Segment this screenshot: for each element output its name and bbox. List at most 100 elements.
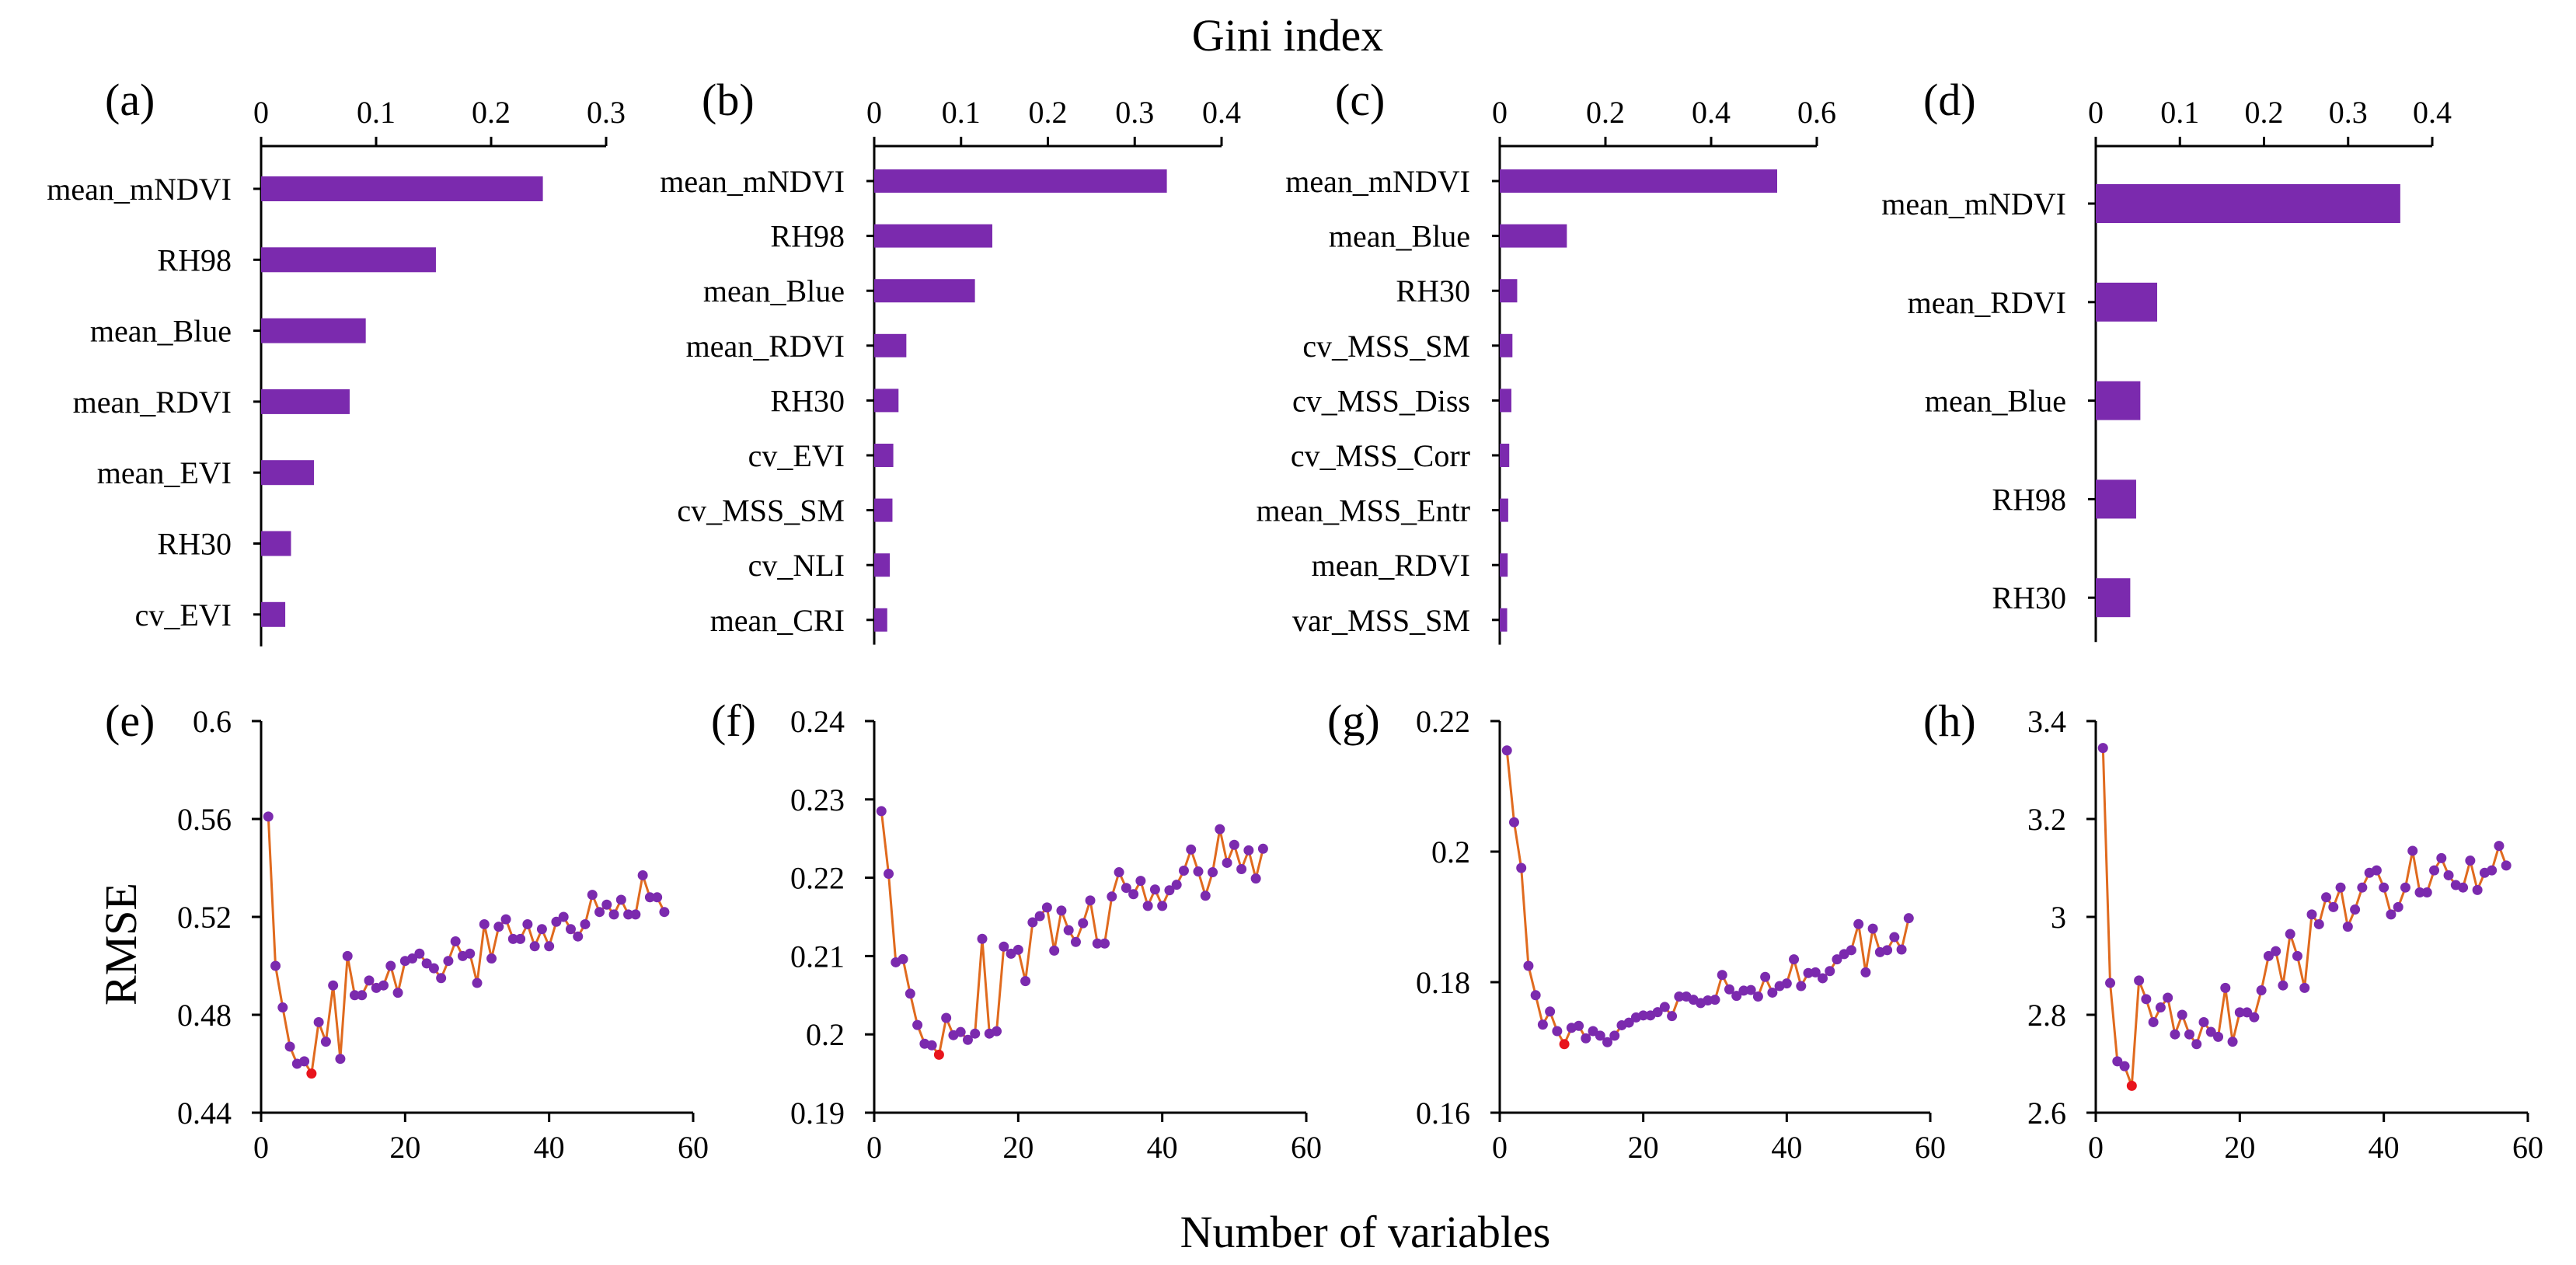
x-tick-label-e: 0 (253, 1130, 269, 1165)
point-f (1178, 866, 1189, 876)
point-f (1078, 918, 1089, 929)
point-g (1602, 1037, 1612, 1047)
bar-a-mean_EVI (261, 460, 315, 486)
point-h (2278, 980, 2288, 991)
point-h (2177, 1009, 2187, 1020)
bar-c-RH30 (1500, 279, 1518, 303)
point-h (2342, 922, 2353, 932)
point-f (1121, 883, 1131, 894)
point-e (328, 980, 339, 991)
point-e (421, 958, 432, 969)
y-tick-label-f: 0.24 (790, 704, 845, 739)
category-label-d: mean_Blue (1925, 384, 2066, 419)
point-f (1142, 901, 1153, 911)
point-g (1825, 966, 1835, 977)
point-g (1595, 1030, 1605, 1041)
bar-a-mean_RDVI (261, 389, 350, 414)
panel-label-h: (h) (1923, 695, 1976, 746)
x-tick-label-g: 40 (1771, 1130, 1802, 1165)
point-e (450, 936, 461, 946)
y-tick-label-f: 0.21 (790, 939, 845, 974)
x-tick-label-h: 0 (2088, 1130, 2104, 1165)
bar-c-mean_Blue (1500, 224, 1567, 248)
y-tick-label-e: 0.56 (177, 802, 232, 837)
point-g (1530, 990, 1541, 1001)
point-f (977, 933, 988, 944)
category-label-d: RH30 (1992, 580, 2066, 615)
point-f (1070, 936, 1081, 947)
panel-f: (f) 0.19 0.2 0.21 0.22 0.23 0.24 0 20 40 60 (711, 695, 1322, 1165)
point-e (428, 963, 439, 974)
point-e (630, 909, 641, 920)
x-tick-label-c: 0.4 (1692, 95, 1731, 130)
category-label-b: mean_RDVI (686, 329, 845, 364)
point-f (912, 1019, 923, 1030)
point-f (1027, 917, 1038, 928)
panel-c: (c) 0 0.2 0.4 0.6 mean_mNDVI mean_Blue RH30 cv_M… (1256, 75, 1836, 645)
point-h (2184, 1029, 2194, 1040)
point-g (1652, 1007, 1663, 1018)
point-f (1041, 902, 1052, 913)
category-label-b: cv_MSS_SM (677, 493, 845, 528)
point-h (2213, 1031, 2224, 1042)
x-tick-label-b: 0.3 (1115, 95, 1154, 130)
panel-label-g: (g) (1327, 695, 1380, 746)
x-tick-label-a: 0.1 (357, 95, 396, 130)
point-h (2371, 865, 2382, 876)
point-e (644, 892, 655, 903)
bar-d-RH98 (2096, 479, 2136, 519)
category-label-a: mean_mNDVI (47, 172, 232, 207)
point-h (2220, 982, 2231, 993)
point-e (587, 890, 598, 901)
bar-b-mean_mNDVI (874, 169, 1167, 193)
x-tick-label-e: 40 (534, 1130, 565, 1165)
point-g (1659, 1002, 1670, 1012)
point-h (2407, 845, 2418, 856)
min-point-g (1559, 1039, 1570, 1050)
category-label-b: mean_Blue (703, 274, 845, 308)
panel-e: (e) 0.44 0.48 0.52 0.56 0.6 0 20 40 60 (105, 695, 709, 1165)
y-tick-label-h: 2.8 (2027, 998, 2066, 1033)
point-h (2350, 904, 2361, 915)
point-e (465, 948, 476, 959)
y-tick-label-f: 0.22 (790, 861, 845, 896)
point-f (876, 806, 887, 817)
point-f (970, 1028, 981, 1039)
y-tick-label-h: 3 (2051, 900, 2066, 935)
point-f (1013, 944, 1023, 955)
point-h (2357, 882, 2368, 893)
point-g (1796, 981, 1807, 991)
point-f (1114, 867, 1124, 878)
point-e (320, 1037, 331, 1047)
point-e (573, 931, 584, 942)
point-e (601, 899, 612, 910)
y-tick-label-f: 0.19 (790, 1096, 845, 1131)
category-label-c: cv_MSS_Diss (1292, 383, 1470, 418)
min-point-f (933, 1049, 944, 1060)
point-h (2285, 929, 2295, 939)
x-tick-label-a: 0.3 (587, 95, 626, 130)
bar-d-mean_Blue (2096, 381, 2141, 420)
panels-group: (a) 0 0.1 0.2 0.3mean_mNDVIRH98mean_Bluemean… (47, 75, 2543, 1165)
point-e (637, 869, 648, 880)
point-h (2155, 1002, 2166, 1013)
category-label-c: mean_mNDVI (1285, 164, 1470, 199)
x-tick-label-d: 0.4 (2413, 95, 2452, 130)
point-f (898, 953, 908, 964)
point-h (2141, 994, 2152, 1005)
category-label-d: RH98 (1992, 482, 2066, 517)
y-tick-label-h: 2.6 (2027, 1096, 2066, 1131)
point-h (2400, 882, 2410, 893)
point-f (1049, 945, 1060, 956)
point-g (1832, 954, 1842, 965)
point-e (652, 892, 663, 903)
point-g (1752, 991, 1763, 1002)
point-g (1767, 987, 1778, 998)
category-label-c: cv_MSS_Corr (1291, 438, 1470, 473)
point-h (2256, 985, 2267, 995)
point-f (1135, 876, 1146, 887)
min-point-h (2126, 1080, 2137, 1091)
point-g (1537, 1019, 1548, 1030)
x-tick-label-g: 60 (1915, 1130, 1946, 1165)
series-line-h (2101, 748, 2508, 1086)
